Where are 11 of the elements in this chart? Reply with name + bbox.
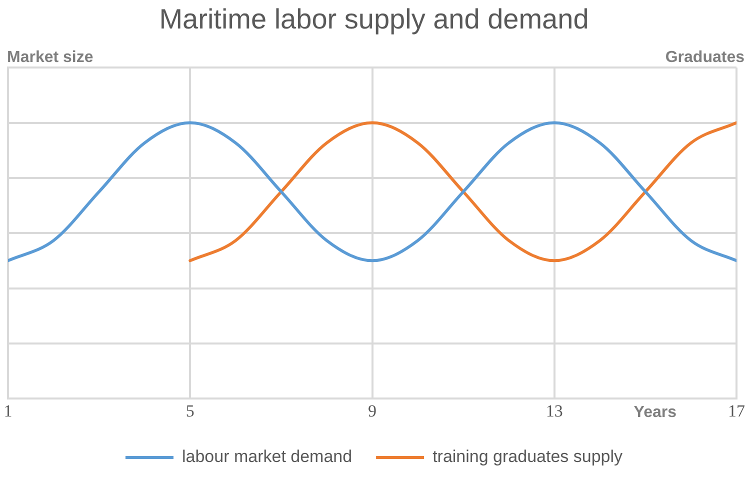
x-tick-label: 17 — [728, 401, 746, 420]
legend-label: labour market demand — [182, 447, 352, 466]
y-axis-title: Market size — [7, 49, 94, 66]
x-tick-label: 5 — [186, 401, 194, 420]
x-axis-title: Years — [634, 404, 677, 422]
chart-title: Maritime labor supply and demand — [159, 4, 589, 35]
y2-axis-title: Graduates — [665, 49, 745, 66]
x-tick-label: 1 — [4, 401, 12, 420]
x-tick-label: 9 — [368, 401, 376, 420]
legend-label: training graduates supply — [432, 447, 624, 466]
x-tick-label: 13 — [546, 401, 563, 420]
